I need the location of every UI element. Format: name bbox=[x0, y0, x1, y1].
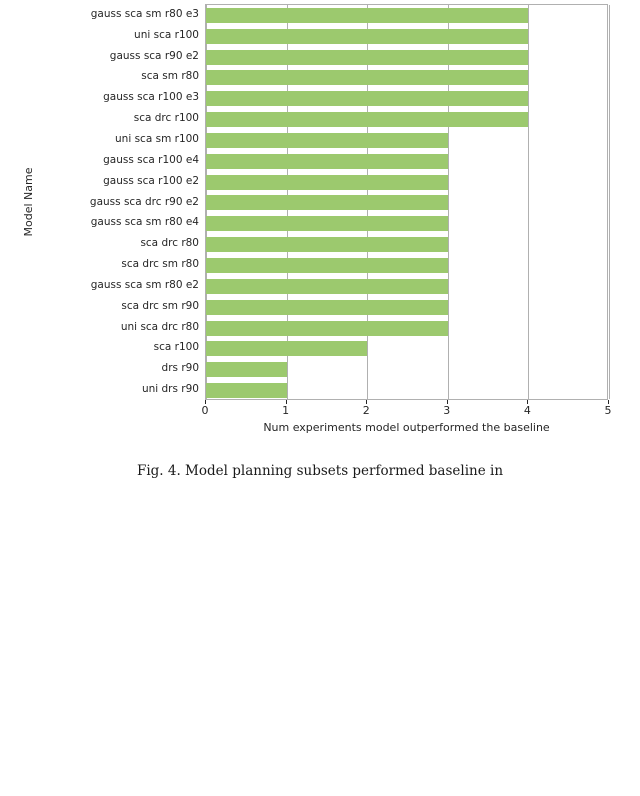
figure-bar-chart: Model Name gauss sca sm r80 e3 uni sca r1… bbox=[0, 4, 612, 479]
y-tick-label: uni sca r100 bbox=[134, 28, 199, 41]
bar[interactable] bbox=[206, 91, 529, 107]
x-tick-label: 3 bbox=[443, 404, 451, 417]
bar[interactable] bbox=[206, 320, 448, 336]
bar[interactable] bbox=[206, 258, 448, 274]
x-tick-mark-0 bbox=[205, 400, 206, 404]
y-tick-label: sca drc r80 bbox=[140, 237, 199, 250]
bar[interactable] bbox=[206, 112, 529, 128]
bar-row bbox=[206, 362, 607, 378]
x-tick-label: 5 bbox=[604, 404, 612, 417]
x-tick-mark-2 bbox=[366, 400, 368, 404]
bar-row bbox=[206, 237, 607, 253]
y-tick-label: gauss sca r100 e4 bbox=[103, 153, 199, 166]
x-axis-title: Num experiments model outperformed the b… bbox=[263, 421, 550, 434]
x-axis-tick-labels: 0 1 2 3 4 5 bbox=[202, 400, 612, 420]
y-tick-label: drs r90 bbox=[161, 362, 199, 375]
y-tick-label: uni sca drc r80 bbox=[120, 320, 199, 333]
bar-row bbox=[206, 258, 607, 274]
x-tick-mark-4 bbox=[527, 400, 529, 404]
y-tick-label: uni sca sm r100 bbox=[115, 132, 199, 145]
bar[interactable] bbox=[206, 7, 529, 23]
bar-row bbox=[206, 278, 607, 294]
x-tick-mark-3 bbox=[446, 400, 448, 404]
bar[interactable] bbox=[206, 28, 529, 44]
bar-row bbox=[206, 153, 607, 169]
x-tick-label: 4 bbox=[523, 404, 531, 417]
y-tick-label: gauss sca sm r80 e2 bbox=[90, 278, 199, 291]
bar-row bbox=[206, 112, 607, 128]
y-axis-tick-labels: gauss sca sm r80 e3 uni sca r100 gauss sca… bbox=[0, 4, 205, 400]
bar[interactable] bbox=[206, 216, 448, 232]
gridline-x-5 bbox=[609, 5, 610, 399]
y-tick-label: sca drc sm r90 bbox=[121, 299, 199, 312]
figure-caption: Fig. 4. Model planning subsets performed… bbox=[136, 463, 504, 479]
x-tick-label: 1 bbox=[282, 404, 290, 417]
bar[interactable] bbox=[206, 341, 368, 357]
bar[interactable] bbox=[206, 278, 448, 294]
bar[interactable] bbox=[206, 49, 529, 65]
bar-row bbox=[206, 28, 607, 44]
y-tick-label: gauss sca drc r90 e2 bbox=[89, 195, 199, 208]
x-tick-mark-5 bbox=[608, 400, 609, 404]
bar[interactable] bbox=[206, 132, 448, 148]
y-tick-label: gauss sca r100 e2 bbox=[103, 174, 199, 187]
x-tick-mark-1 bbox=[285, 400, 287, 404]
bar[interactable] bbox=[206, 153, 448, 169]
bar-row bbox=[206, 320, 607, 336]
bar[interactable] bbox=[206, 237, 448, 253]
y-tick-label: sca r100 bbox=[153, 341, 199, 354]
y-tick-label: gauss sca sm r80 e4 bbox=[90, 216, 199, 229]
bar[interactable] bbox=[206, 174, 448, 190]
x-tick-label: 0 bbox=[201, 404, 209, 417]
bar[interactable] bbox=[206, 362, 287, 378]
y-tick-label: sca drc sm r80 bbox=[121, 258, 199, 271]
y-tick-label: sca drc r100 bbox=[133, 112, 199, 125]
bar-row bbox=[206, 91, 607, 107]
bar-row bbox=[206, 70, 607, 86]
y-axis-title-wrapper: Model Name bbox=[22, 168, 40, 796]
bar-row bbox=[206, 299, 607, 315]
bar-row bbox=[206, 383, 607, 399]
bar[interactable] bbox=[206, 195, 448, 211]
bar[interactable] bbox=[206, 70, 529, 86]
bar-row bbox=[206, 49, 607, 65]
bar-row bbox=[206, 132, 607, 148]
y-tick-label: gauss sca r90 e2 bbox=[109, 49, 199, 62]
y-tick-label: gauss sca r100 e3 bbox=[103, 91, 199, 104]
y-tick-label: sca sm r80 bbox=[141, 70, 199, 83]
y-tick-label: uni drs r90 bbox=[141, 383, 199, 396]
bar-row bbox=[206, 341, 607, 357]
bar-row bbox=[206, 216, 607, 232]
bar-row bbox=[206, 174, 607, 190]
x-tick-label: 2 bbox=[362, 404, 370, 417]
plot-area bbox=[205, 4, 610, 400]
bars-layer bbox=[206, 5, 607, 399]
bar[interactable] bbox=[206, 383, 287, 399]
y-tick-label: gauss sca sm r80 e3 bbox=[90, 7, 199, 20]
bar-row bbox=[206, 195, 607, 211]
bar[interactable] bbox=[206, 299, 448, 315]
bar-row bbox=[206, 7, 607, 23]
